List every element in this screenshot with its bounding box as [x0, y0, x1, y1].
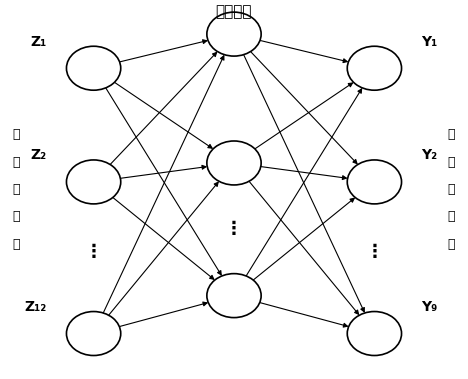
Text: 入: 入	[13, 156, 20, 169]
Text: 层: 层	[448, 183, 455, 196]
Text: 点: 点	[13, 238, 20, 251]
Circle shape	[207, 141, 261, 185]
Text: ⋮: ⋮	[225, 220, 243, 238]
Circle shape	[66, 160, 121, 204]
Circle shape	[207, 12, 261, 56]
Text: Y₉: Y₉	[421, 300, 438, 314]
Text: Y₂: Y₂	[421, 149, 437, 162]
Circle shape	[347, 46, 402, 90]
Text: 节: 节	[13, 210, 20, 223]
Text: Z₁₂: Z₁₂	[24, 300, 47, 314]
Text: 结: 结	[448, 210, 455, 223]
Text: Z₁: Z₁	[30, 35, 47, 49]
Text: Y₁: Y₁	[421, 35, 438, 49]
Circle shape	[347, 312, 402, 356]
Circle shape	[66, 312, 121, 356]
Text: ⋮: ⋮	[85, 243, 102, 261]
Text: Z₂: Z₂	[31, 149, 47, 162]
Text: 层: 层	[13, 183, 20, 196]
Circle shape	[207, 274, 261, 318]
Text: 输: 输	[13, 128, 20, 141]
Circle shape	[66, 46, 121, 90]
Text: 出: 出	[448, 156, 455, 169]
Circle shape	[347, 160, 402, 204]
Text: ⋮: ⋮	[366, 243, 383, 261]
Text: 点: 点	[448, 238, 455, 251]
Text: 隐层节点: 隐层节点	[216, 4, 252, 19]
Text: 输: 输	[448, 128, 455, 141]
